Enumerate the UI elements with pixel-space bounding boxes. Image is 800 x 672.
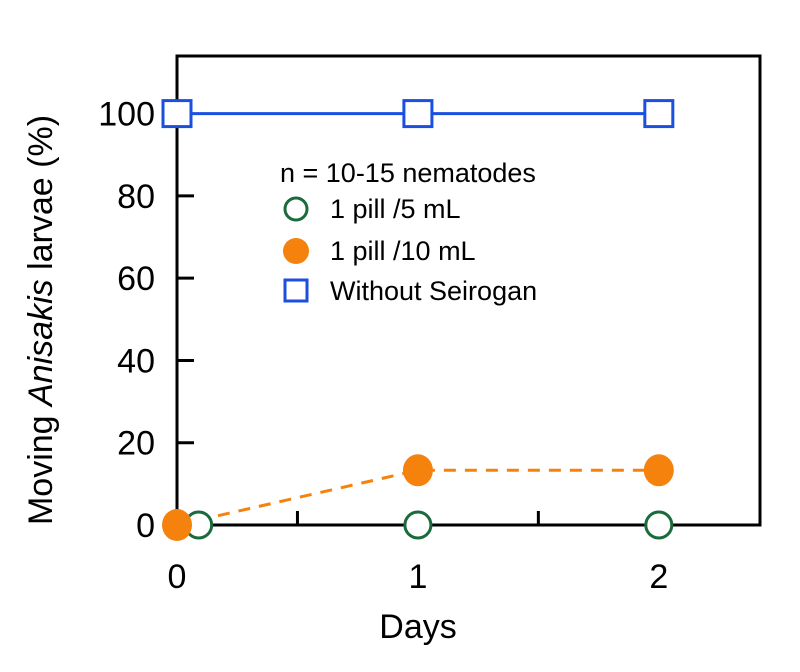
y-tick-label: 60	[117, 260, 155, 298]
data-point	[644, 510, 674, 540]
data-point	[162, 509, 192, 541]
series-line	[176, 468, 659, 527]
legend-title: n = 10-15 nematodes	[280, 158, 536, 188]
y-tick-label: 0	[136, 507, 155, 545]
x-tick-label: 2	[649, 558, 668, 596]
data-point	[403, 510, 433, 540]
y-tick-label: 40	[117, 342, 155, 380]
data-point	[643, 99, 675, 129]
legend-label: Without Seirogan	[330, 276, 537, 306]
data-point	[402, 99, 434, 129]
plot-frame	[175, 54, 762, 527]
x-tick-label: 1	[408, 558, 427, 596]
data-point	[402, 454, 433, 487]
y-tick-label: 100	[98, 96, 155, 134]
data-point	[161, 99, 193, 129]
legend-marker	[283, 238, 309, 264]
legend: n = 10-15 nematodes 1 pill /5 mL 1 pill /…	[280, 158, 537, 306]
x-axis-label: Days	[379, 608, 456, 646]
x-tick-label: 0	[168, 558, 187, 596]
y-tick-label: 20	[117, 425, 155, 463]
y-tick-label: 80	[117, 178, 155, 216]
legend-label: 1 pill /10 mL	[330, 236, 476, 266]
legend-label: 1 pill /5 mL	[330, 194, 461, 224]
legend-marker	[283, 196, 309, 222]
legend-marker	[283, 278, 309, 303]
data-point	[643, 454, 674, 487]
y-axis-label: Moving Anisakis larvae (%)	[22, 115, 60, 525]
